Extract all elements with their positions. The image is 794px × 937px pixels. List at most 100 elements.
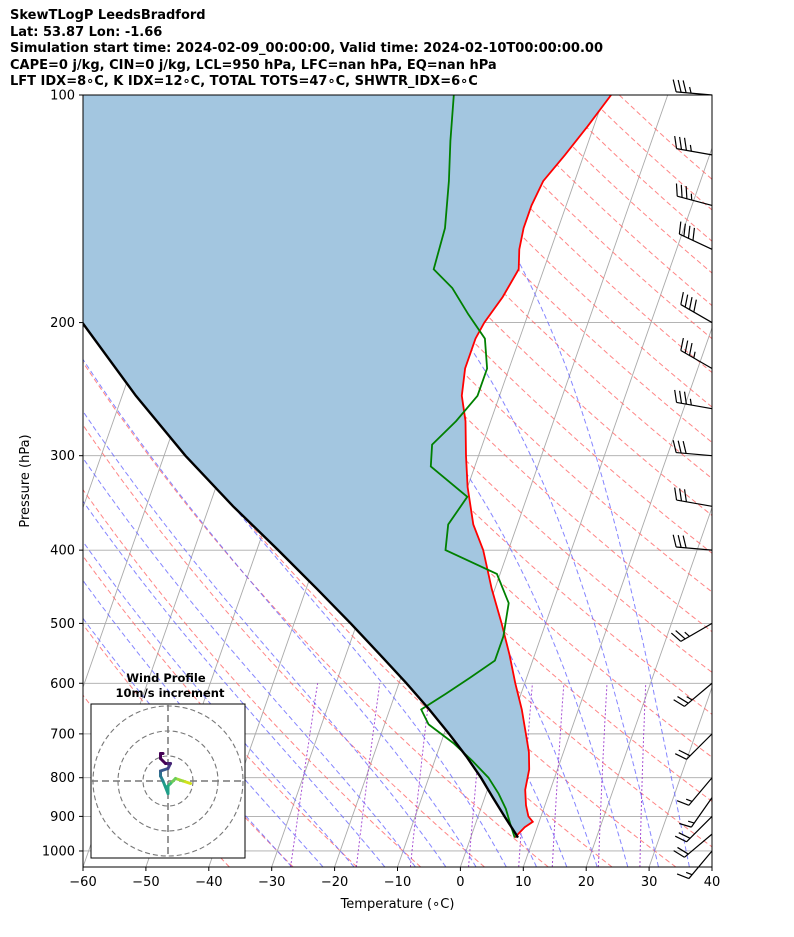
time-line: Simulation start time: 2024-02-09_00:00:… [10,41,603,56]
wind-barb [678,221,713,250]
barb-half-feather [689,86,692,94]
dry-adiabat [83,555,358,867]
barb-shaft [686,733,713,760]
barb-feather [692,227,696,241]
barb-feather [682,440,687,454]
wind-barb [673,682,713,707]
barb-feather [680,184,683,198]
barb-feather [677,846,689,855]
barb-shaft [679,233,713,250]
mixing-ratio-line [355,683,381,867]
wind-barb [675,183,713,207]
y-axis-label: Pressure (hPa) [18,434,33,527]
barb-feather [676,800,690,806]
cape-line: CAPE=0 j/kg, CIN=0 j/kg, LCL=950 hPa, LF… [10,57,497,73]
mixing-ratio-line [518,683,533,867]
dry-adiabat [488,95,712,307]
x-tick-label: −40 [195,875,222,890]
barb-feather [683,489,687,502]
y-tick-label: 700 [50,727,75,742]
wind-barb [676,777,713,806]
barb-feather [684,340,689,354]
wind-barb [674,733,713,760]
dry-adiabat [553,95,712,242]
dry-adiabat [521,95,712,274]
y-tick-label: 300 [50,449,75,464]
mixing-ratio-line [290,683,319,867]
barb-shaft [676,546,713,551]
y-tick-label: 800 [50,771,75,786]
barb-feather [673,850,685,858]
barb-feather [675,630,686,640]
parcel-line [83,321,519,839]
barb-feather [680,292,684,305]
hodograph-segment [161,779,170,795]
barb-feather [683,137,687,151]
barb-shaft [676,499,713,507]
x-tick-label: −50 [132,875,159,890]
barb-feather [672,534,677,548]
barb-half-feather [684,631,690,637]
dewpoint-line [420,95,516,838]
dry-adiabat [618,95,712,180]
isotherm [585,506,712,867]
y-axis: 1000 900 800 700 600 500 400 300 200 100 [42,89,83,859]
barb-shaft [690,797,713,828]
barb-feather [672,440,677,453]
barb-half-feather [689,398,692,406]
dry-adiabat [227,95,712,593]
barb-feather [677,440,682,454]
y-tick-label: 100 [50,89,75,104]
barb-feather [677,535,682,548]
barb-feather [678,221,682,235]
chart-title: SkewTLogP LeedsBradford [10,8,206,23]
barb-feather [674,389,678,403]
barb-feather [674,753,687,760]
x-tick-label: 40 [704,875,721,890]
barb-feather [676,873,690,880]
barb-feather [670,632,682,642]
barb-half-feather [686,696,693,701]
barb-half-feather [693,351,696,359]
x-tick-label: 0 [456,875,464,890]
dry-adiabat [97,95,712,758]
hodograph [91,704,245,858]
barb-feather [673,699,685,707]
y-tick-label: 200 [50,316,75,331]
mixing-ratio-line [639,683,647,867]
moist-adiabat [108,95,598,867]
dry-adiabat [260,95,712,554]
wind-barb [673,833,713,858]
y-tick-label: 1000 [42,844,75,859]
barb-feather [683,391,687,405]
wind-barb [680,337,713,369]
x-tick-label: −30 [258,875,285,890]
wind-barbs [670,79,713,880]
y-tick-label: 500 [50,617,75,632]
wind-barb [674,487,713,507]
x-tick-label: −10 [384,875,411,890]
barb-shaft [684,682,713,707]
moist-adiabat [83,358,477,867]
barb-feather [678,749,691,757]
barb-feather [679,488,683,502]
x-axis-label: Temperature (∘C) [340,897,455,912]
barb-shaft [680,349,713,369]
wind-barb [674,136,713,156]
barb-feather [687,225,691,239]
barb-feather [688,342,693,356]
wind-barb [676,850,713,880]
moist-adiabat [407,95,690,867]
dry-adiabat [83,424,485,867]
y-tick-label: 600 [50,677,75,692]
temperature-line [460,95,612,839]
wind-profile-inset: Wind Profile 10m/s increment [90,671,246,859]
barb-feather [680,337,684,351]
y-tick-label: 400 [50,544,75,559]
mixing-ratio-line [597,683,608,867]
dry-adiabat [390,95,712,408]
barb-feather [679,390,683,404]
barb-feather [672,79,677,93]
wind-barb [674,815,713,843]
dry-adiabat [293,95,712,517]
